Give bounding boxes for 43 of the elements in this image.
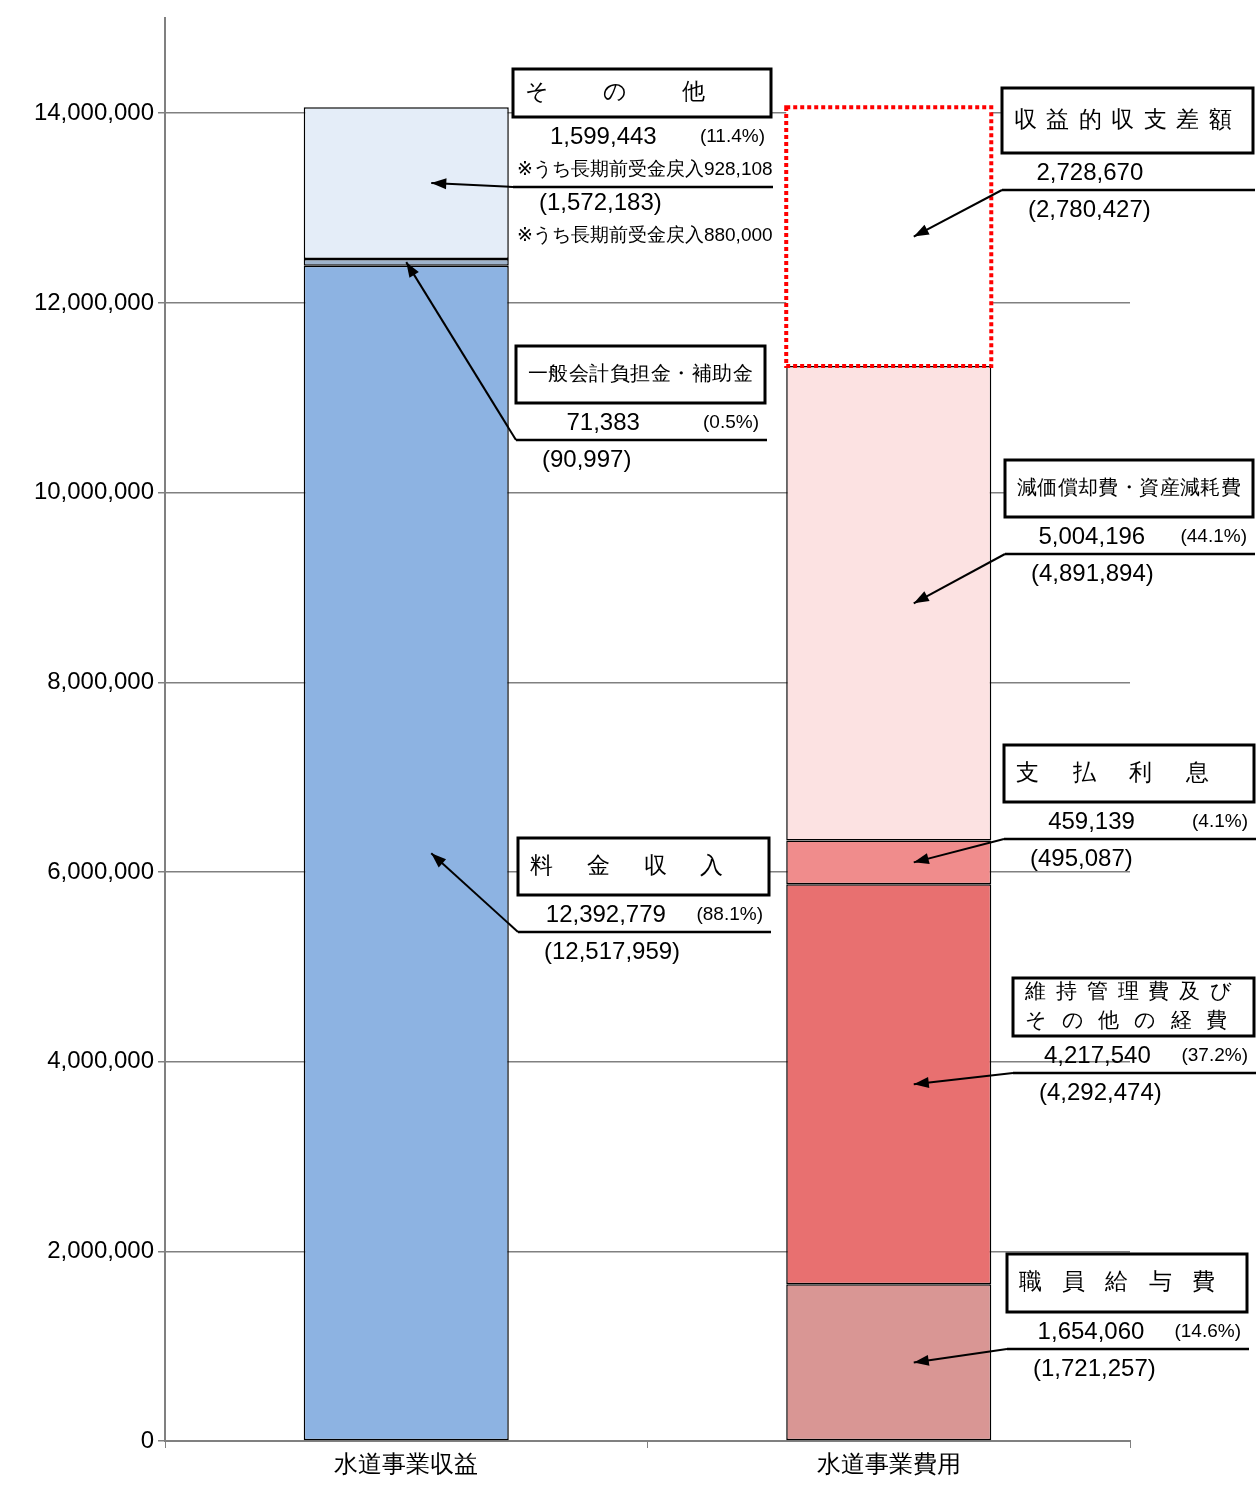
text: (44.1%): [1180, 525, 1247, 547]
annotation: (12,517,959): [544, 936, 681, 964]
annotation: 料金収入: [530, 851, 757, 878]
y-tick-label: 4,000,000: [47, 1046, 154, 1074]
text: (37.2%): [1181, 1044, 1248, 1066]
annotation: 2,728,670: [1036, 157, 1144, 185]
annotation: (495,087): [1030, 843, 1133, 871]
text: (14.6%): [1174, 1320, 1241, 1342]
text: (4.1%): [1192, 810, 1248, 832]
annotation: 1,654,060: [1037, 1316, 1145, 1344]
y-tick-label: 0: [140, 1425, 154, 1453]
y-tick-label: 8,000,000: [47, 666, 154, 694]
x-tick-label: 水道事業費用: [816, 1450, 961, 1478]
annotation: ※うち長期前受金戻入928,108: [517, 158, 773, 180]
annotation: (0.5%): [703, 411, 759, 433]
annotation: (1,572,183): [539, 187, 662, 215]
annotation: (4,891,894): [1031, 558, 1154, 586]
x-tick-label: 水道事業収益: [334, 1450, 479, 1478]
annotation: その他: [525, 78, 759, 105]
annotation: 職員給与費: [1019, 1268, 1235, 1295]
annotation: (88.1%): [696, 903, 763, 925]
annotation: 維持管理費及びその他の経費: [1024, 979, 1243, 1032]
y-tick-label: 14,000,000: [33, 97, 154, 125]
y-tick-label: 6,000,000: [47, 856, 154, 884]
annotation: 71,383: [566, 407, 640, 435]
annotation: 5,004,196: [1038, 521, 1146, 549]
annotation: (90,997): [542, 444, 632, 472]
annotation: (1,721,257): [1033, 1353, 1156, 1381]
annotation: ※うち長期前受金戻入880,000: [517, 224, 773, 246]
annotation: (11.4%): [699, 125, 765, 147]
annotation: 459,139: [1048, 806, 1135, 834]
annotation: 1,599,443: [549, 121, 657, 149]
y-tick-label: 10,000,000: [33, 477, 154, 505]
annotation: (2,780,427): [1028, 194, 1151, 222]
y-tick-label: 12,000,000: [33, 287, 154, 315]
y-tick-label: 2,000,000: [47, 1235, 154, 1263]
annotation: (4,292,474): [1039, 1077, 1162, 1105]
annotation: 減価償却費・資産減耗費: [1017, 476, 1241, 499]
annotation: 12,392,779: [545, 899, 666, 927]
annotation: 4,217,540: [1043, 1040, 1151, 1068]
annotation: 収益的収支差額: [1014, 105, 1241, 132]
annotation: 支払利息: [1016, 758, 1242, 785]
annotation: 一般会計負担金・補助金: [528, 362, 753, 385]
